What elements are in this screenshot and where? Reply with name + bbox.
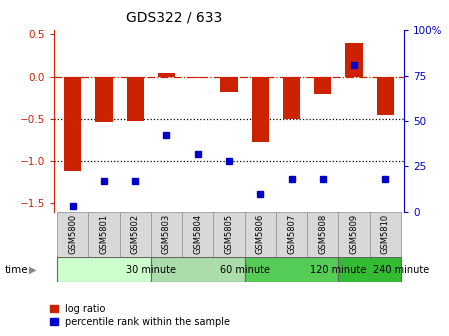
Bar (182, 212, 213, 257)
Text: ▶: ▶ (29, 265, 37, 275)
Text: 240 minute: 240 minute (373, 265, 429, 275)
Bar (339, 257, 401, 282)
Text: 30 minute: 30 minute (126, 265, 176, 275)
Bar (213, 212, 245, 257)
Bar (158, 73, 175, 77)
Bar (189, 77, 207, 78)
Bar (151, 212, 182, 257)
Bar (64, 77, 81, 171)
Bar (339, 212, 370, 257)
Text: GSM5803: GSM5803 (162, 214, 171, 254)
Bar (88, 212, 119, 257)
Bar (251, 77, 269, 142)
Bar (345, 43, 363, 77)
Bar (307, 212, 339, 257)
Bar (377, 77, 394, 115)
Legend: log ratio, percentile rank within the sample: log ratio, percentile rank within the sa… (50, 304, 230, 327)
Bar (245, 212, 276, 257)
Bar (151, 257, 245, 282)
Bar (283, 77, 300, 119)
Bar (370, 212, 401, 257)
Text: 120 minute: 120 minute (310, 265, 366, 275)
Text: GSM5808: GSM5808 (318, 214, 327, 254)
Text: GSM5807: GSM5807 (287, 214, 296, 254)
Text: 60 minute: 60 minute (220, 265, 270, 275)
Text: GSM5804: GSM5804 (193, 214, 202, 254)
Text: GSM5809: GSM5809 (350, 214, 359, 254)
Text: GSM5800: GSM5800 (68, 214, 77, 254)
Text: GSM5806: GSM5806 (256, 214, 265, 254)
Bar (95, 77, 113, 122)
Text: GSM5802: GSM5802 (131, 214, 140, 254)
Text: GSM5801: GSM5801 (99, 214, 108, 254)
Bar (127, 77, 144, 121)
Text: GDS322 / 633: GDS322 / 633 (126, 10, 222, 24)
Text: time: time (4, 265, 28, 275)
Bar (119, 212, 151, 257)
Text: GSM5805: GSM5805 (224, 214, 233, 254)
Bar (314, 77, 331, 93)
Bar (245, 257, 339, 282)
Bar (57, 257, 151, 282)
Bar (57, 212, 88, 257)
Bar (220, 77, 238, 92)
Bar (276, 212, 307, 257)
Text: GSM5810: GSM5810 (381, 214, 390, 254)
